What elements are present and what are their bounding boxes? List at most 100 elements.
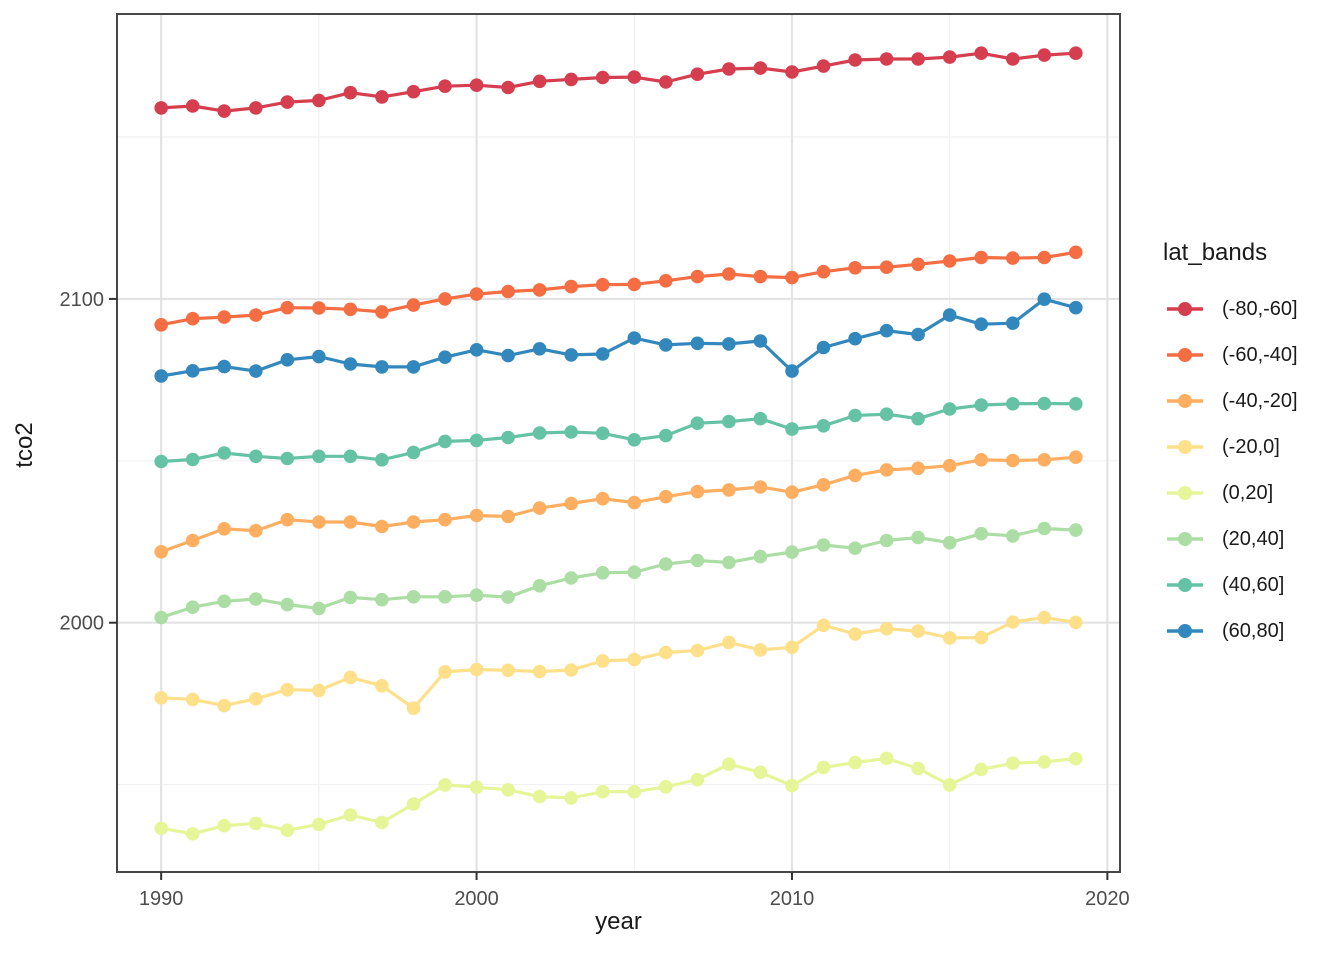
legend-key-point	[1178, 348, 1192, 362]
legend-item-label: (-60,-40]	[1222, 343, 1298, 366]
data-point	[942, 402, 957, 416]
legend-key-point	[1178, 532, 1192, 546]
data-point	[753, 61, 768, 75]
data-point	[375, 519, 389, 534]
data-point	[154, 454, 168, 469]
data-point	[690, 336, 705, 351]
data-point	[722, 757, 736, 771]
data-point	[501, 430, 515, 445]
data-point	[501, 284, 515, 299]
data-point	[659, 645, 673, 660]
data-point	[564, 348, 578, 362]
data-point	[785, 422, 799, 436]
data-point	[154, 318, 168, 332]
data-point	[595, 70, 610, 85]
legend-item-label: (-40,-20]	[1222, 389, 1298, 412]
data-point	[249, 364, 263, 378]
data-point	[249, 592, 263, 606]
data-point	[1006, 756, 1020, 770]
data-point	[942, 631, 957, 645]
data-point	[1006, 397, 1020, 411]
data-point	[469, 287, 484, 301]
data-point	[343, 85, 358, 100]
data-point	[848, 755, 862, 770]
data-point	[879, 463, 894, 477]
data-point	[438, 590, 452, 604]
data-point	[154, 101, 168, 115]
legend: lat_bands (-80,-60] (-60,-40] (-40,-20] (-2…	[1163, 239, 1298, 654]
data-point	[1006, 316, 1020, 331]
data-point	[1006, 52, 1020, 66]
data-point	[185, 533, 200, 548]
data-point	[627, 784, 642, 799]
data-point	[848, 627, 862, 641]
data-point	[942, 50, 957, 64]
data-point	[1006, 615, 1020, 629]
data-point	[942, 308, 957, 322]
data-point	[816, 538, 831, 552]
data-point	[911, 327, 925, 342]
data-point	[659, 274, 673, 288]
data-point	[501, 590, 515, 604]
data-point	[312, 817, 326, 832]
legend-key-point	[1178, 394, 1192, 408]
data-point	[564, 279, 578, 294]
data-point	[312, 515, 326, 529]
data-point	[375, 90, 389, 104]
data-point	[1069, 615, 1083, 630]
data-point	[595, 491, 610, 506]
data-point	[753, 269, 768, 284]
legend-item: (-80,-60]	[1163, 286, 1298, 332]
data-point	[501, 783, 515, 797]
data-point	[911, 530, 925, 545]
data-point	[753, 480, 768, 494]
data-point	[501, 509, 515, 524]
data-point	[532, 789, 547, 804]
data-point	[185, 364, 200, 378]
data-point	[438, 512, 452, 527]
data-point	[785, 778, 799, 793]
legend-key-icon	[1167, 578, 1203, 592]
legend-key-icon	[1167, 302, 1203, 316]
data-point	[438, 665, 452, 679]
data-point	[375, 360, 389, 374]
data-point	[911, 52, 925, 66]
data-point	[469, 508, 484, 523]
data-point	[217, 698, 231, 713]
data-point	[848, 408, 862, 423]
data-point	[848, 261, 862, 275]
data-point	[564, 663, 578, 677]
data-point	[722, 414, 736, 429]
data-point	[595, 566, 610, 580]
data-point	[185, 692, 200, 707]
data-point	[627, 277, 642, 292]
data-point	[974, 453, 988, 467]
data-point	[627, 433, 642, 447]
data-point	[280, 597, 295, 612]
data-point	[816, 59, 831, 73]
data-point	[974, 762, 988, 777]
data-point	[785, 640, 799, 655]
data-point	[564, 791, 578, 805]
data-point	[1037, 453, 1052, 467]
y-tick-label: 2000	[60, 613, 105, 635]
data-point	[879, 323, 894, 338]
legend-key-icon	[1167, 440, 1203, 454]
data-point	[753, 334, 768, 348]
data-point	[911, 761, 925, 776]
data-point	[312, 349, 326, 364]
data-point	[280, 95, 295, 109]
data-point	[280, 823, 295, 837]
data-point	[375, 453, 389, 467]
data-point	[690, 67, 705, 81]
data-point	[1037, 521, 1052, 536]
data-point	[690, 416, 705, 431]
data-point	[343, 808, 358, 822]
data-point	[974, 46, 988, 60]
data-point	[564, 496, 578, 511]
data-point	[185, 99, 200, 113]
data-point	[343, 590, 358, 605]
data-point	[249, 523, 263, 538]
data-point	[785, 485, 799, 500]
data-point	[816, 618, 831, 633]
